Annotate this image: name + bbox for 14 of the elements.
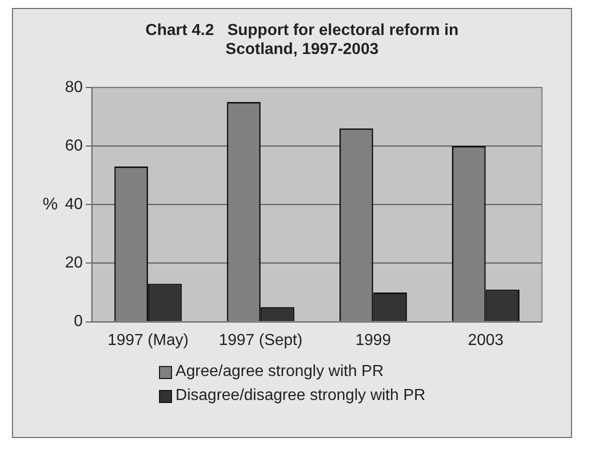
y-tick-label: 60 <box>65 137 83 154</box>
x-tick-label: 1999 <box>355 332 392 349</box>
legend-label: Agree/agree strongly with PR <box>176 363 384 381</box>
legend-label: Disagree/disagree strongly with PR <box>176 387 426 405</box>
y-axis-title: % <box>42 194 58 214</box>
x-tick-label: 1997 (Sept) <box>218 332 302 349</box>
x-tick-label: 2003 <box>468 332 504 349</box>
y-tick-label: 80 <box>65 78 83 96</box>
x-tick-label: 1997 (May) <box>108 332 189 349</box>
text: Chart 4.2 Support for electoral reform in <box>146 22 458 40</box>
text: Scotland, 1997-2003 <box>226 41 378 58</box>
y-tick-label: 20 <box>65 254 83 272</box>
y-tick-label: 40 <box>65 196 83 214</box>
y-tick-label: 0 <box>74 313 83 330</box>
